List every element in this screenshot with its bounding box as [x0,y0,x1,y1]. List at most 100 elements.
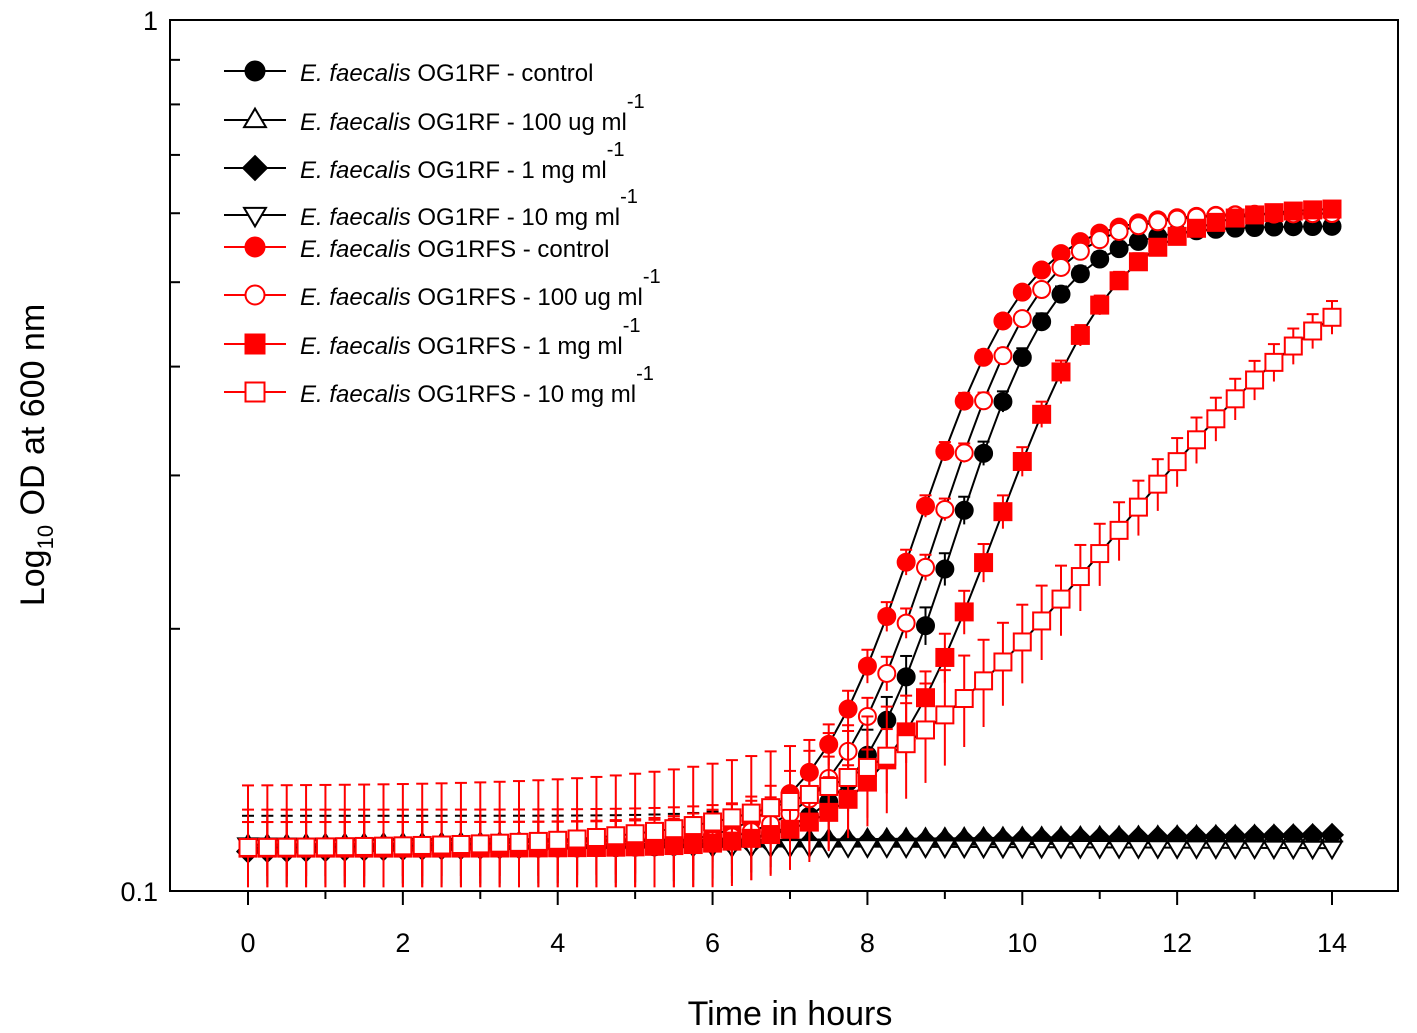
data-point [1012,632,1032,652]
legend-separator [516,381,523,408]
data-point [954,689,974,709]
legend-marker [244,333,266,355]
legend-strain: OG1RF [417,204,500,231]
data-point [954,391,974,411]
legend-label: E. faecalis OG1RF - 1 mg ml-1 [300,139,625,184]
legend-marker [242,206,268,229]
legend-space [411,284,418,311]
legend-separator [500,109,507,136]
data-point [993,502,1013,522]
data-point [432,835,452,855]
data-point [374,836,393,856]
legend-space [411,109,418,136]
legend-superscript: -1 [620,186,638,208]
data-point [896,613,916,633]
legend-marker [244,236,266,258]
data-point [1032,312,1052,332]
data-point [1167,226,1187,246]
legend-strain: OG1RF [417,157,500,184]
data-point [935,441,955,461]
data-point [606,826,626,846]
data-point [1090,249,1110,269]
legend-strain: OG1RFS [417,236,516,263]
legend-strain: OG1RFS [417,284,516,311]
data-point [993,652,1013,672]
legend-item: E. faecalis OG1RF - 10 mg ml-1 [224,186,638,231]
data-point [1148,212,1168,232]
data-point [1245,205,1265,225]
x-tick-label: 12 [1162,928,1192,958]
legend-label: E. faecalis OG1RF - 10 mg ml-1 [300,186,638,231]
legend-species: E. faecalis [300,204,411,231]
legend-species: E. faecalis [300,333,411,360]
y-axis-title-subscript: 10 [33,525,58,549]
legend-species: E. faecalis [300,236,411,263]
legend-superscript: -1 [636,363,654,385]
data-point [894,839,918,859]
legend-species: E. faecalis [300,284,411,311]
data-point [1148,474,1168,494]
data-point [954,500,974,520]
legend-treatment: control [537,236,609,263]
data-point [1320,840,1344,861]
data-point [1281,840,1305,861]
data-point [1262,840,1286,861]
data-point [1109,271,1129,291]
legend-separator [516,333,523,360]
legend-marker [244,60,266,82]
x-tick-label: 4 [550,928,565,958]
data-point [1322,307,1342,327]
data-point [1264,203,1284,223]
x-tick-label: 2 [395,928,410,958]
legend-treatment: - 10 mg ml [523,381,636,408]
legend-space [411,204,418,231]
data-point [528,831,548,851]
data-point [1032,279,1052,299]
data-point [1070,241,1090,261]
legend-separator: - [516,236,537,263]
data-point [1283,336,1303,356]
data-point [855,839,879,859]
data-point [625,824,645,844]
data-point [935,647,955,667]
legend-item: E. faecalis OG1RFS - 10 mg ml-1 [224,363,654,408]
data-point [1010,839,1034,860]
legend-strain: OG1RF [417,60,500,87]
legend-space [411,333,418,360]
legend-label: E. faecalis OG1RFS - 10 mg ml-1 [300,363,654,408]
y-axis-title: Log10 OD at 600 nm [14,304,58,606]
data-point [838,699,858,719]
x-tick-label: 6 [705,928,720,958]
y-axis: 0.11 [120,6,186,907]
data-point [916,557,935,577]
data-point [1032,260,1052,280]
data-point [1264,352,1284,372]
data-point [490,833,510,853]
legend-label: E. faecalis OG1RF - 100 ug ml-1 [300,91,645,136]
legend-species: E. faecalis [300,109,411,136]
legend-treatment: - 1 mg ml [523,333,623,360]
legend-label: E. faecalis OG1RFS - 100 ug ml-1 [300,266,661,311]
data-point [1128,497,1148,517]
legend-space [411,381,418,408]
data-point [1187,218,1206,238]
data-point [974,553,994,573]
data-point [836,839,860,859]
data-point [335,837,355,857]
legend-superscript: -1 [643,266,661,288]
data-point [393,836,413,856]
data-point [1012,451,1032,471]
data-point [1206,212,1226,232]
legend-treatment: - 100 ug ml [507,109,627,136]
data-point [993,392,1013,412]
data-point [1225,389,1245,409]
legend-marker [244,284,266,306]
data-point [1049,839,1073,860]
data-point [1303,321,1323,341]
data-point [877,606,897,626]
data-point [933,839,957,860]
series-8 [238,300,1342,888]
data-point [1187,430,1206,450]
legend-item: E. faecalis OG1RF - 100 ug ml-1 [224,91,645,136]
data-point [1223,840,1247,860]
